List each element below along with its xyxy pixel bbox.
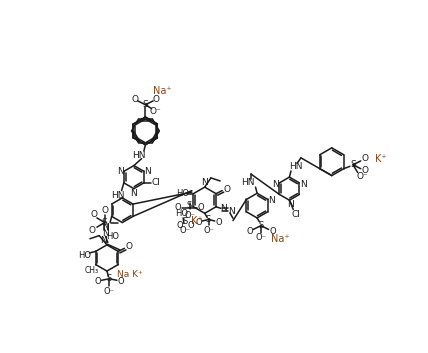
- Text: O: O: [131, 95, 138, 104]
- Text: N: N: [131, 189, 137, 198]
- Text: O⁻: O⁻: [203, 226, 214, 235]
- Text: HN: HN: [133, 151, 146, 160]
- Text: Na⁺: Na⁺: [271, 234, 289, 245]
- Text: K⁺: K⁺: [375, 154, 386, 164]
- Text: O: O: [175, 203, 181, 212]
- Text: HO: HO: [176, 189, 189, 198]
- Text: HO: HO: [175, 209, 188, 218]
- Text: N: N: [300, 180, 306, 189]
- Text: O: O: [90, 210, 97, 219]
- Text: S: S: [143, 100, 149, 109]
- Text: HO: HO: [78, 251, 91, 260]
- Text: Na⁺: Na⁺: [153, 86, 172, 96]
- Text: S: S: [187, 201, 192, 210]
- Text: O⁻: O⁻: [256, 233, 266, 243]
- Text: O: O: [246, 227, 253, 236]
- Text: S: S: [259, 221, 264, 230]
- Text: O⁻: O⁻: [149, 107, 161, 116]
- Text: Cl: Cl: [152, 178, 160, 187]
- Text: S: S: [350, 160, 356, 169]
- Text: N: N: [102, 223, 109, 232]
- Text: O: O: [89, 226, 96, 235]
- Text: O: O: [361, 154, 368, 163]
- Text: Na K⁺: Na K⁺: [117, 270, 143, 280]
- Text: O⁻: O⁻: [357, 172, 368, 181]
- Text: O⁻: O⁻: [180, 226, 191, 235]
- Text: HN: HN: [111, 191, 125, 200]
- Text: N: N: [220, 204, 227, 213]
- Text: S: S: [206, 215, 211, 224]
- Text: O: O: [195, 218, 202, 227]
- Text: N: N: [100, 236, 107, 245]
- Text: O: O: [153, 95, 160, 104]
- Text: O: O: [198, 203, 205, 212]
- Text: O: O: [269, 227, 276, 236]
- Text: O: O: [95, 277, 101, 286]
- Text: CH₃: CH₃: [85, 266, 99, 275]
- Text: N: N: [228, 207, 235, 216]
- Text: N: N: [144, 167, 151, 176]
- Text: O: O: [117, 277, 124, 286]
- Text: O: O: [177, 221, 183, 230]
- Text: HO: HO: [106, 232, 119, 241]
- Text: N: N: [201, 178, 208, 187]
- Text: S: S: [183, 216, 188, 226]
- Text: S: S: [107, 274, 112, 283]
- Text: K⁺: K⁺: [191, 216, 203, 226]
- Text: N: N: [268, 197, 275, 205]
- Text: Cl: Cl: [291, 210, 300, 219]
- Text: O: O: [101, 206, 108, 215]
- Text: O: O: [125, 242, 133, 251]
- Text: O: O: [223, 185, 230, 194]
- Text: O: O: [187, 221, 194, 230]
- Text: S: S: [102, 218, 107, 227]
- Text: N: N: [102, 229, 109, 238]
- Text: O: O: [215, 218, 222, 227]
- Text: N: N: [272, 180, 279, 189]
- Text: O: O: [361, 166, 368, 175]
- Text: N: N: [288, 201, 294, 209]
- Text: O⁻: O⁻: [104, 287, 115, 295]
- Text: HN: HN: [289, 162, 302, 171]
- Text: O⁻: O⁻: [184, 211, 195, 220]
- Text: HN: HN: [241, 178, 255, 187]
- Text: N: N: [117, 167, 123, 176]
